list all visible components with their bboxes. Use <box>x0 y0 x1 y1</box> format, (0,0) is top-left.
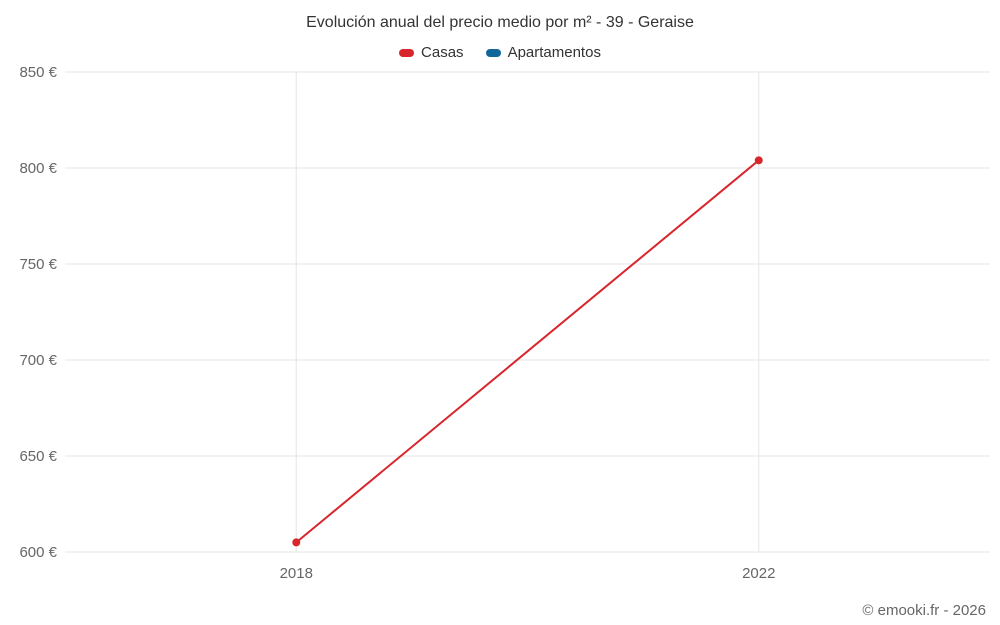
legend-item-apartamentos[interactable]: Apartamentos <box>485 44 601 61</box>
watermark: © emooki.fr - 2026 <box>862 602 986 619</box>
legend-label: Apartamentos <box>507 44 601 61</box>
x-axis-tick-label: 2018 <box>280 565 313 582</box>
y-axis-tick-label: 800 € <box>19 160 57 177</box>
chart-title: Evolución anual del precio medio por m² … <box>306 14 694 31</box>
y-axis-tick-label: 700 € <box>19 352 57 369</box>
y-axis-tick-label: 850 € <box>19 64 57 81</box>
series-line-casas <box>295 159 760 544</box>
legend-swatch-icon <box>485 48 501 57</box>
series-point-casas[interactable] <box>754 156 763 165</box>
y-axis-tick-label: 650 € <box>19 448 57 465</box>
y-axis-tick-label: 600 € <box>19 544 57 561</box>
x-axis-tick-label: 2022 <box>742 565 775 582</box>
legend: Casas Apartamentos <box>0 44 1000 61</box>
series-point-casas[interactable] <box>292 538 301 547</box>
legend-swatch-icon <box>399 48 415 57</box>
legend-label: Casas <box>421 44 464 61</box>
legend-item-casas[interactable]: Casas <box>399 44 464 61</box>
y-axis-tick-label: 750 € <box>19 256 57 273</box>
